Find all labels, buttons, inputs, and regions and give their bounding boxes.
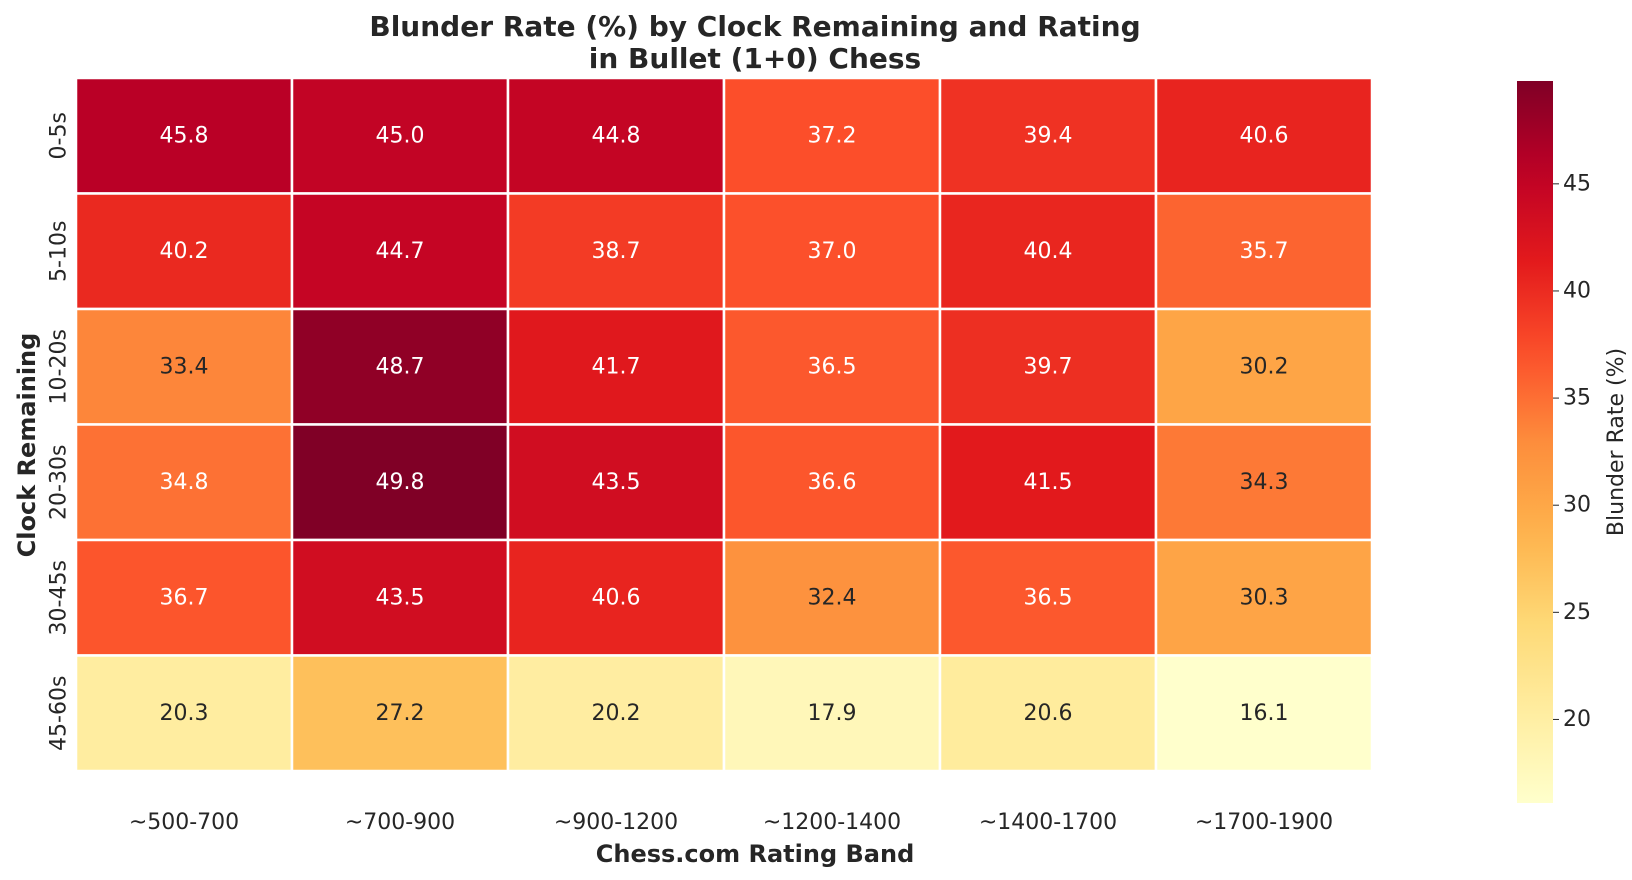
cell-value-label: 36.5 [808,354,857,379]
heatmap-cell [722,538,942,657]
y-axis-label: Clock Remaining [13,333,41,558]
cell-value-label: 40.6 [1240,123,1289,148]
colorbar-tick-label: 25 [1563,600,1591,625]
heatmap-cell [1154,76,1374,195]
cell-value-label: 30.2 [1240,354,1289,379]
cell-value-label: 40.2 [160,239,209,264]
colorbar-tick-label: 35 [1563,386,1591,411]
heatmap-cell [506,538,726,657]
heatmap-cell [290,76,510,195]
heatmap-cell [506,76,726,195]
y-tick-label: 10-20s [47,329,72,404]
y-tick-labels: 0-5s 5-10s 10-20s 20-30s 30-45s 45-60s [47,112,72,751]
heatmap-cells: 45.8 45.0 44.8 37.2 39.4 40.6 40.2 44.7 38.7 37.0… [74,76,1374,773]
heatmap-cell [1154,654,1374,773]
heatmap-cell [938,423,1158,542]
cell-value-label: 48.7 [376,354,425,379]
cell-value-label: 43.5 [592,470,641,495]
cell-value-label: 45.8 [160,123,209,148]
cell-value-label: 36.7 [160,585,209,610]
y-tick-label: 5-10s [47,221,72,282]
y-tick-label: 45-60s [47,676,72,751]
cell-value-label: 37.2 [808,123,857,148]
cell-value-label: 41.7 [592,354,641,379]
heatmap-cell [1154,538,1374,657]
heatmap-cell [722,654,942,773]
cell-value-label: 20.6 [1024,701,1073,726]
x-axis-label: Chess.com Rating Band [596,840,915,868]
cell-value-label: 37.0 [808,239,857,264]
heatmap-cell [74,654,294,773]
cell-value-label: 39.7 [1024,354,1073,379]
heatmap-cell [74,538,294,657]
cell-value-label: 43.5 [376,585,425,610]
heatmap-cell [938,538,1158,657]
cell-value-label: 30.3 [1240,585,1289,610]
x-tick-label: ~1400-1700 [979,810,1117,835]
colorbar-ticks: 20 25 30 35 40 45 [1553,171,1591,732]
chart-title-line1: Blunder Rate (%) by Clock Remaining and … [369,10,1140,43]
cell-value-label: 34.8 [160,470,209,495]
cell-value-label: 36.6 [808,470,857,495]
cell-value-label: 33.4 [160,354,209,379]
colorbar-tick-label: 20 [1563,707,1591,732]
heatmap-cell [938,654,1158,773]
cell-value-label: 35.7 [1240,239,1289,264]
heatmap-cell [290,307,510,426]
cell-value-label: 34.3 [1240,470,1289,495]
cell-value-label: 44.7 [376,239,425,264]
cell-value-label: 39.4 [1024,123,1073,148]
cell-value-label: 16.1 [1240,701,1289,726]
heatmap-cell [1154,423,1374,542]
x-tick-label: ~900-1200 [554,810,678,835]
heatmap-cell [722,423,942,542]
x-tick-label: ~500-700 [129,810,239,835]
heatmap-cell [722,307,942,426]
y-tick-label: 0-5s [47,112,72,159]
heatmap-cell [290,423,510,542]
heatmap-cell [74,76,294,195]
heatmap-cell [722,192,942,311]
heatmap-cell [1154,307,1374,426]
cell-value-label: 27.2 [376,701,425,726]
heatmap-cell [938,307,1158,426]
heatmap-cell [290,192,510,311]
cell-value-label: 32.4 [808,585,857,610]
cell-value-label: 36.5 [1024,585,1073,610]
x-tick-label: ~700-900 [345,810,455,835]
colorbar [1517,81,1553,803]
colorbar-tick-label: 45 [1563,171,1591,196]
x-tick-label: ~1200-1400 [763,810,901,835]
colorbar-tick-label: 40 [1563,278,1591,303]
cell-value-label: 38.7 [592,239,641,264]
cell-value-label: 20.3 [160,701,209,726]
chart-title-line2: in Bullet (1+0) Chess [589,42,921,75]
cell-value-label: 45.0 [376,123,425,148]
heatmap-cell [506,423,726,542]
cell-value-label: 44.8 [592,123,641,148]
x-tick-label: ~1700-1900 [1195,810,1333,835]
cell-value-label: 20.2 [592,701,641,726]
cell-value-label: 41.5 [1024,470,1073,495]
x-tick-labels: ~500-700 ~700-900 ~900-1200 ~1200-1400 ~1400… [129,810,1333,835]
y-tick-label: 20-30s [47,445,72,520]
y-tick-label: 30-45s [47,560,72,635]
cell-value-label: 40.4 [1024,239,1073,264]
heatmap-cell [74,423,294,542]
cell-value-label: 49.8 [376,470,425,495]
cell-value-label: 17.9 [808,701,857,726]
colorbar-tick-label: 30 [1563,493,1591,518]
cell-value-label: 40.6 [592,585,641,610]
heatmap-cell [1154,192,1374,311]
colorbar-label: Blunder Rate (%) [1604,348,1629,536]
